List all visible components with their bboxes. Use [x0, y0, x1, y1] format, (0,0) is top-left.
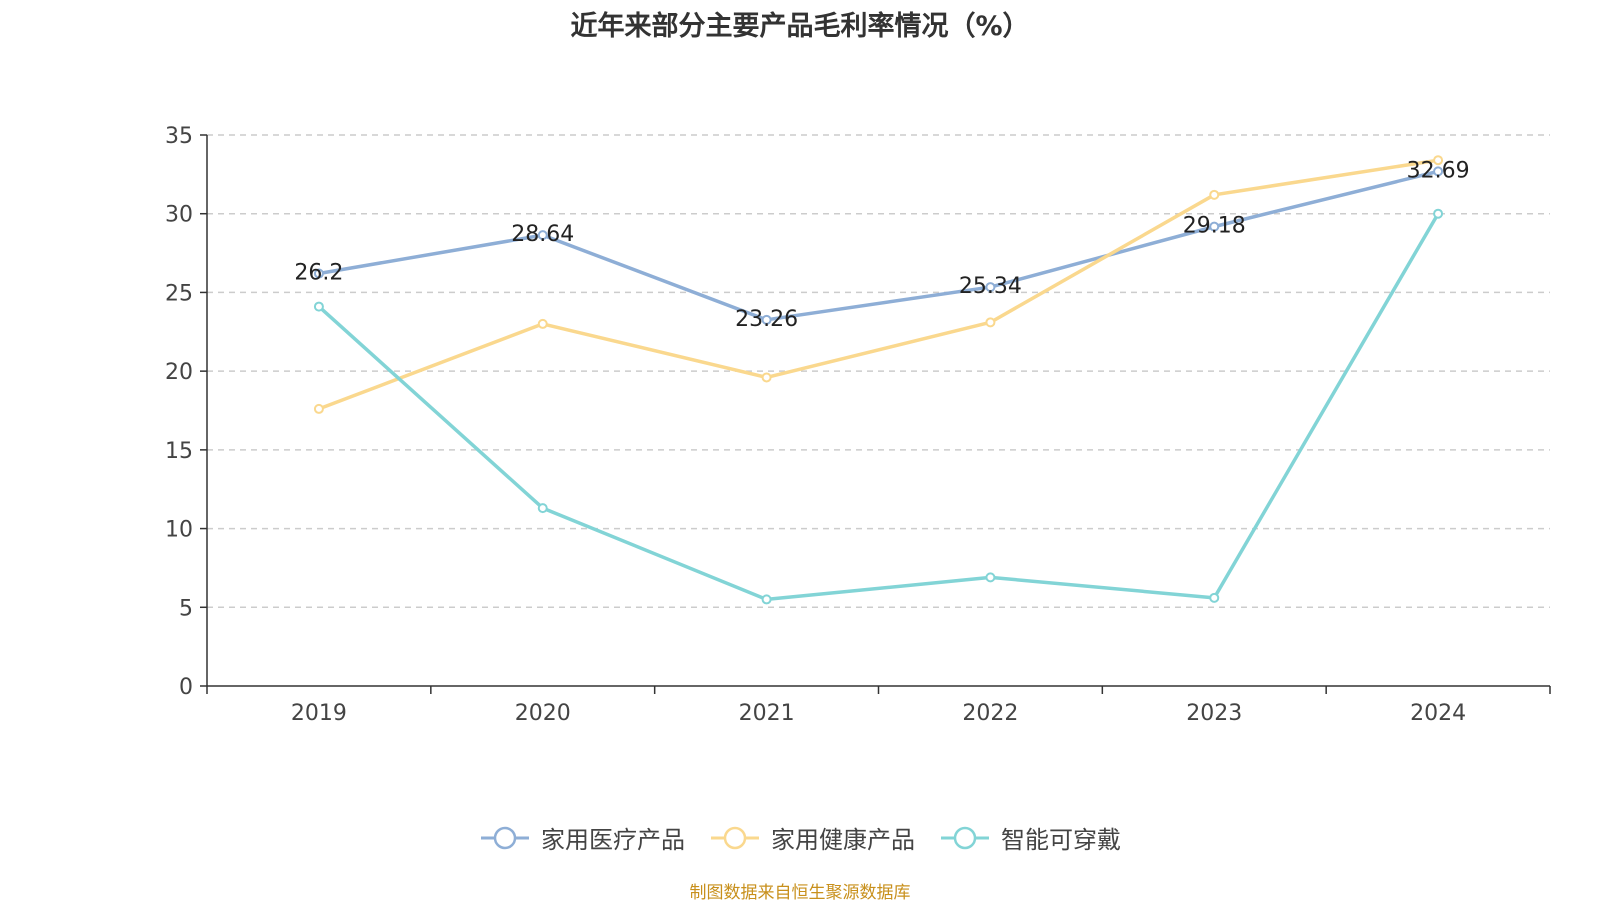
series-2-point	[761, 372, 772, 383]
y-tick-label: 35	[165, 124, 193, 149]
series-1-point	[985, 282, 996, 293]
legend-swatch-icon	[941, 826, 989, 849]
y-tick-label: 5	[179, 596, 193, 621]
x-tick-label: 2021	[739, 701, 795, 726]
legend-item-2[interactable]: 家用健康产品	[709, 820, 915, 855]
data-label: 32.69	[1407, 158, 1470, 183]
legend-swatch-icon	[481, 826, 529, 849]
legend-label: 智能可穿戴	[1001, 826, 1121, 854]
y-tick-label: 30	[165, 203, 193, 228]
x-tick-label: 2019	[291, 701, 347, 726]
legend-label: 家用医疗产品	[541, 826, 685, 854]
source-note: 制图数据来自恒生聚源数据库	[689, 883, 911, 903]
series-3-point	[537, 503, 548, 514]
series-3-point	[761, 594, 772, 605]
data-label: 28.64	[511, 222, 574, 247]
series-2-point	[537, 318, 548, 329]
series-3-point	[1209, 592, 1220, 603]
series-2-point	[1433, 155, 1444, 166]
series-line-1	[318, 169, 1439, 322]
series-1-point	[1209, 221, 1220, 232]
x-tick-label: 2024	[1410, 701, 1466, 726]
series-1-point	[537, 230, 548, 241]
data-label: 23.26	[735, 307, 798, 332]
y-tick-label: 25	[165, 281, 193, 306]
grid-lines	[207, 134, 1550, 609]
legend-swatch-icon	[711, 826, 759, 849]
chart-title: 近年来部分主要产品毛利率情况（%）	[570, 11, 1030, 42]
series-1-point	[1433, 166, 1444, 177]
series-1-point	[761, 314, 772, 325]
y-tick-label: 15	[165, 439, 193, 464]
legend: 家用医疗产品 家用健康产品 智能可穿戴	[0, 820, 1600, 855]
series-1-point	[313, 268, 324, 279]
y-tick-label: 0	[179, 675, 193, 700]
legend-item-1[interactable]: 家用医疗产品	[479, 820, 685, 855]
data-label: 29.18	[1183, 214, 1246, 239]
y-tick-label: 10	[165, 518, 193, 543]
series-line-2	[318, 158, 1439, 411]
series-2-point	[1209, 189, 1220, 200]
series-3-point	[985, 572, 996, 583]
data-labels: 26.2 28.64 23.26 25.34 29.18 32.69	[294, 158, 1469, 331]
data-label: 25.34	[959, 274, 1022, 299]
x-tick-label: 2020	[515, 701, 571, 726]
series-3-point	[313, 301, 324, 312]
legend-item-3[interactable]: 智能可穿戴	[939, 820, 1121, 855]
series-3-point	[1433, 208, 1444, 219]
x-tick-label: 2022	[962, 701, 1018, 726]
legend-label: 家用健康产品	[771, 826, 915, 854]
data-label: 26.2	[294, 261, 343, 286]
series-line-3	[317, 212, 1440, 602]
series-lines	[313, 155, 1444, 605]
x-tick-label: 2023	[1186, 701, 1242, 726]
series-2-point	[985, 317, 996, 328]
y-tick-label: 20	[165, 360, 193, 385]
axes: 0 5 10 15 20 25 30 35 2019 2020 2021 2022 2023 2024	[165, 124, 1551, 726]
series-2-point	[313, 403, 324, 414]
